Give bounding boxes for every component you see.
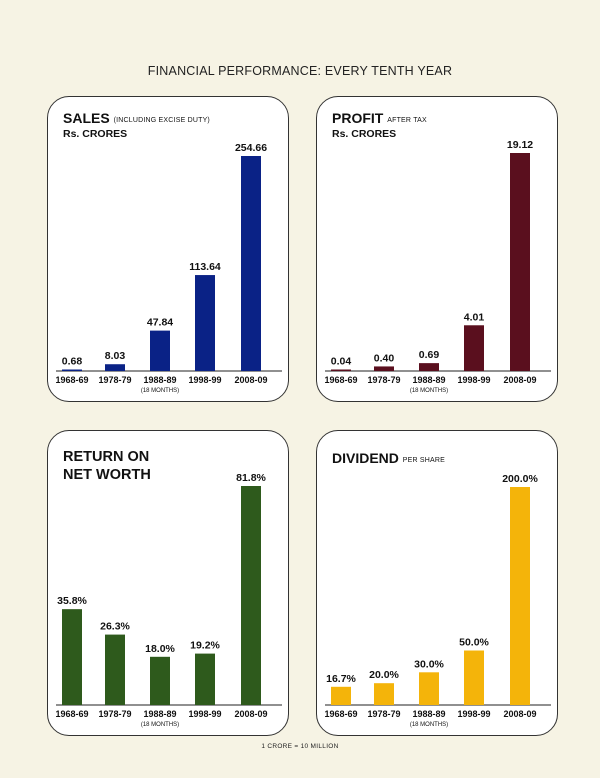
bar-2008-09 bbox=[241, 486, 261, 705]
chart-title-text: DIVIDEND bbox=[332, 450, 399, 466]
x-tick-label: 1988-89 bbox=[412, 375, 445, 385]
x-tick-label: 1988-89 bbox=[412, 709, 445, 719]
bar-2008-09 bbox=[241, 156, 261, 371]
bar-1968-69 bbox=[331, 369, 351, 371]
x-tick-label: 1998-99 bbox=[457, 709, 490, 719]
x-tick-label: 1998-99 bbox=[457, 375, 490, 385]
x-tick-label: 1988-89 bbox=[143, 709, 176, 719]
dividend-chart-title: DIVIDEND PER SHARE bbox=[332, 450, 547, 469]
x-tick-label: 2008-09 bbox=[234, 709, 267, 719]
chart-subtitle: (INCLUDING EXCISE DUTY) bbox=[113, 117, 210, 124]
bar-value-label: 0.04 bbox=[331, 356, 352, 368]
chart-title-text: PROFIT bbox=[332, 110, 384, 126]
x-tick-label: 1968-69 bbox=[324, 709, 357, 719]
x-tick-note: (18 MONTHS) bbox=[410, 722, 448, 728]
chart-subtitle: PER SHARE bbox=[402, 457, 446, 464]
bar-1988-89 bbox=[419, 672, 439, 705]
chart-unit-label: Rs. CRORES bbox=[332, 128, 397, 140]
bar-value-label: 30.0% bbox=[414, 658, 444, 670]
bar-1998-99 bbox=[464, 650, 484, 705]
profit-chart-panel: PROFIT AFTER TAX Rs. CRORES 0.04 1968-69 0… bbox=[316, 96, 558, 402]
bar-chart-plot: 16.7% 1968-69 20.0% 1978-79 30.0% 1988-89 50.0… bbox=[324, 473, 551, 728]
sales-chart-title: SALES (INCLUDING EXCISE DUTY) bbox=[63, 110, 278, 129]
x-tick-label: 1968-69 bbox=[55, 375, 88, 385]
bar-value-label: 19.2% bbox=[190, 640, 220, 652]
x-tick-label: 1978-79 bbox=[367, 709, 400, 719]
x-tick-label: 2008-09 bbox=[234, 375, 267, 385]
x-tick-note: (18 MONTHS) bbox=[141, 722, 179, 728]
page-title: FINANCIAL PERFORMANCE: EVERY TENTH YEAR bbox=[147, 64, 453, 78]
bar-value-label: 47.84 bbox=[147, 317, 173, 329]
x-tick-note: (18 MONTHS) bbox=[141, 388, 179, 394]
x-tick-label: 1978-79 bbox=[367, 375, 400, 385]
bar-1998-99 bbox=[195, 275, 215, 371]
profit-chart-title: PROFIT AFTER TAX bbox=[332, 110, 547, 129]
bar-1978-79 bbox=[105, 364, 125, 371]
bar-value-label: 254.66 bbox=[235, 142, 267, 154]
bar-1968-69 bbox=[62, 369, 82, 371]
x-tick-label: 2008-09 bbox=[503, 709, 536, 719]
return-on-net-worth-chart-title: RETURN ON NET WORTH bbox=[63, 448, 173, 484]
return-on-net-worth-chart-panel: RETURN ON NET WORTH 35.8% 1968-69 26.3% 197… bbox=[47, 430, 289, 736]
bar-1988-89 bbox=[150, 656, 170, 705]
x-tick-label: 1978-79 bbox=[98, 709, 131, 719]
bar-value-label: 16.7% bbox=[326, 673, 356, 685]
bar-chart-plot: 0.68 1968-69 8.03 1978-79 47.84 1988-89 113.64… bbox=[55, 142, 282, 394]
x-tick-label: 1978-79 bbox=[98, 375, 131, 385]
x-tick-label: 1968-69 bbox=[55, 709, 88, 719]
bar-value-label: 50.0% bbox=[459, 637, 489, 649]
bar-value-label: 0.68 bbox=[62, 356, 83, 368]
bar-1988-89 bbox=[419, 363, 439, 371]
x-tick-label: 1988-89 bbox=[143, 375, 176, 385]
bar-1978-79 bbox=[374, 683, 394, 705]
chart-unit-label: Rs. CRORES bbox=[63, 128, 128, 140]
x-tick-label: 1998-99 bbox=[188, 375, 221, 385]
bar-value-label: 19.12 bbox=[507, 139, 533, 151]
x-tick-note: (18 MONTHS) bbox=[410, 388, 448, 394]
bar-value-label: 81.8% bbox=[236, 472, 266, 484]
bar-2008-09 bbox=[510, 487, 530, 705]
bar-value-label: 200.0% bbox=[502, 473, 538, 485]
bar-value-label: 20.0% bbox=[369, 669, 399, 681]
bar-value-label: 8.03 bbox=[105, 350, 126, 362]
bar-1978-79 bbox=[374, 366, 394, 371]
bar-chart-plot: 0.04 1968-69 0.40 1978-79 0.69 1988-89 4.01 199… bbox=[324, 139, 551, 394]
bar-value-label: 0.69 bbox=[419, 349, 440, 361]
dividend-chart-panel: DIVIDEND PER SHARE 16.7% 1968-69 20.0% 1978… bbox=[316, 430, 558, 736]
bar-1998-99 bbox=[195, 653, 215, 705]
x-tick-label: 1968-69 bbox=[324, 375, 357, 385]
bar-value-label: 0.40 bbox=[374, 352, 395, 364]
bar-value-label: 18.0% bbox=[145, 643, 175, 655]
bar-1988-89 bbox=[150, 330, 170, 371]
bar-2008-09 bbox=[510, 153, 530, 371]
crore-footnote: 1 CRORE = 10 MILLION bbox=[261, 743, 339, 750]
x-tick-label: 1998-99 bbox=[188, 709, 221, 719]
bar-value-label: 26.3% bbox=[100, 621, 130, 633]
chart-title-text: SALES bbox=[63, 110, 110, 126]
sales-chart-panel: SALES (INCLUDING EXCISE DUTY) Rs. CRORES… bbox=[47, 96, 289, 402]
bar-1978-79 bbox=[105, 634, 125, 705]
bar-1968-69 bbox=[62, 609, 82, 705]
chart-subtitle: AFTER TAX bbox=[387, 117, 427, 124]
chart-title-text: RETURN ON NET WORTH bbox=[63, 449, 151, 483]
bar-value-label: 35.8% bbox=[57, 595, 87, 607]
bar-1968-69 bbox=[331, 686, 351, 705]
x-tick-label: 2008-09 bbox=[503, 375, 536, 385]
bar-value-label: 113.64 bbox=[189, 261, 221, 273]
bar-1998-99 bbox=[464, 325, 484, 371]
bar-chart-plot: 35.8% 1968-69 26.3% 1978-79 18.0% 1988-89 19.2… bbox=[55, 472, 282, 728]
bar-value-label: 4.01 bbox=[464, 311, 485, 323]
